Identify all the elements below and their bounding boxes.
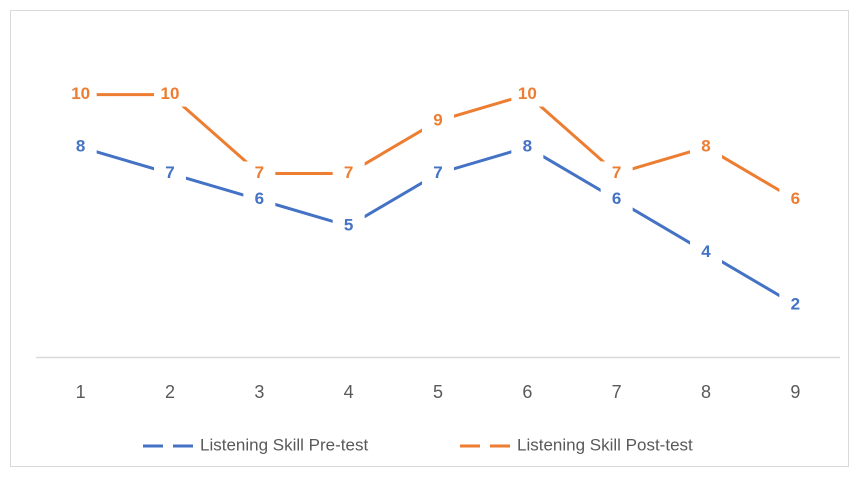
data-label: 7 bbox=[165, 163, 174, 182]
label-background bbox=[690, 240, 722, 265]
data-label: 9 bbox=[433, 110, 442, 129]
x-tick-label: 5 bbox=[433, 382, 443, 402]
label-background bbox=[422, 161, 454, 186]
label-background bbox=[422, 108, 454, 133]
x-tick-label: 7 bbox=[612, 382, 622, 402]
data-label: 10 bbox=[518, 84, 537, 103]
data-label: 8 bbox=[701, 137, 710, 156]
label-background bbox=[154, 161, 186, 186]
label-background bbox=[243, 187, 276, 212]
x-tick-label: 1 bbox=[76, 382, 86, 402]
label-background bbox=[779, 292, 812, 317]
label-background bbox=[243, 161, 276, 186]
chart-border bbox=[10, 10, 849, 467]
data-label: 8 bbox=[76, 137, 85, 156]
x-tick-label: 2 bbox=[165, 382, 175, 402]
x-tick-label: 4 bbox=[344, 382, 354, 402]
label-background bbox=[64, 135, 97, 160]
legend-label: Listening Skill Post-test bbox=[517, 435, 693, 454]
x-tick-label: 9 bbox=[790, 382, 800, 402]
label-background bbox=[154, 82, 186, 107]
data-label: 4 bbox=[701, 242, 711, 261]
data-label: 6 bbox=[255, 189, 264, 208]
label-background bbox=[600, 161, 633, 186]
data-label: 10 bbox=[161, 84, 180, 103]
data-label: 7 bbox=[433, 163, 442, 182]
data-label: 6 bbox=[791, 189, 800, 208]
label-background bbox=[511, 82, 544, 107]
x-tick-label: 8 bbox=[701, 382, 711, 402]
label-background bbox=[332, 214, 365, 239]
data-label: 2 bbox=[791, 294, 800, 313]
label-background bbox=[779, 187, 812, 212]
legend-label: Listening Skill Pre-test bbox=[200, 435, 368, 454]
label-background bbox=[332, 161, 365, 186]
x-tick-label: 3 bbox=[254, 382, 264, 402]
label-background bbox=[600, 187, 633, 212]
label-background bbox=[690, 135, 722, 160]
data-label: 6 bbox=[612, 189, 621, 208]
label-background bbox=[511, 135, 544, 160]
data-label: 5 bbox=[344, 216, 353, 235]
data-label: 7 bbox=[612, 163, 621, 182]
data-label: 8 bbox=[523, 137, 532, 156]
x-tick-label: 6 bbox=[522, 382, 532, 402]
data-label: 10 bbox=[71, 84, 90, 103]
data-label: 7 bbox=[344, 163, 353, 182]
data-label: 7 bbox=[255, 163, 264, 182]
label-background bbox=[64, 82, 97, 107]
